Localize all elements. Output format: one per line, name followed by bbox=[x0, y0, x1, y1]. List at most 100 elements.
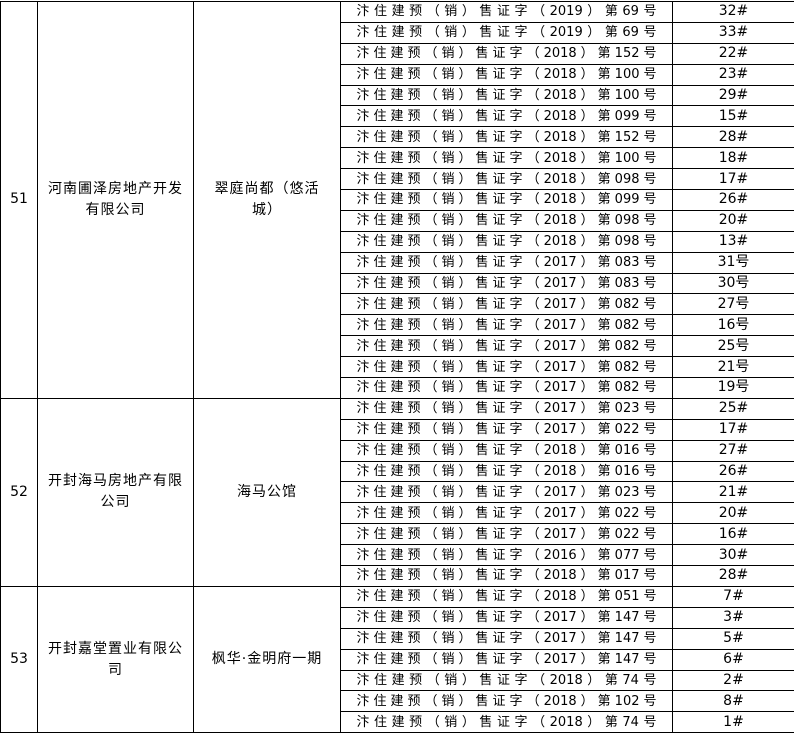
certificate-number: 汴住建预（销）售证字（2017）第022号 bbox=[357, 420, 657, 439]
row-number: 53 bbox=[1, 586, 38, 732]
certificate-number: 汴住建预（销）售证字（2018）第100号 bbox=[357, 86, 657, 105]
building-number: 16# bbox=[673, 524, 794, 545]
building-number: 30# bbox=[673, 545, 794, 566]
building-number: 16号 bbox=[673, 315, 794, 336]
certificate-cell: 汴住建预（销）售证字（2018）第102号 bbox=[341, 691, 673, 712]
building-number: 30号 bbox=[673, 273, 794, 294]
certificate-cell: 汴住建预（销）售证字（2017）第022号 bbox=[341, 524, 673, 545]
certificate-cell: 汴住建预（销）售证字（2018）第098号 bbox=[341, 210, 673, 231]
building-number: 26# bbox=[673, 190, 794, 211]
certificate-cell: 汴住建预（销）售证字（2016）第077号 bbox=[341, 545, 673, 566]
certificate-cell: 汴住建预（销）售证字（2017）第147号 bbox=[341, 649, 673, 670]
building-number: 8# bbox=[673, 691, 794, 712]
building-number: 29# bbox=[673, 85, 794, 106]
building-number: 23# bbox=[673, 64, 794, 85]
certificate-number: 汴住建预（销）售证字（2018）第016号 bbox=[357, 441, 657, 460]
certificate-cell: 汴住建预（销）售证字（2017）第147号 bbox=[341, 628, 673, 649]
certificate-number: 汴住建预（销）售证字（2016）第077号 bbox=[357, 546, 657, 565]
project-name: 翠庭尚都（悠活城） bbox=[194, 2, 341, 399]
building-number: 33# bbox=[673, 22, 794, 43]
certificate-number: 汴住建预（销）售证字（2018）第098号 bbox=[357, 232, 657, 251]
certificate-number: 汴住建预（销）售证字（2017）第023号 bbox=[357, 399, 657, 418]
certificate-number: 汴住建预（销）售证字（2017）第022号 bbox=[357, 525, 657, 544]
building-number: 27# bbox=[673, 440, 794, 461]
building-number: 26# bbox=[673, 461, 794, 482]
certificate-number: 汴住建预（销）售证字（2018）第098号 bbox=[357, 170, 657, 189]
certificate-cell: 汴住建预（销）售证字（2018）第099号 bbox=[341, 106, 673, 127]
certificate-cell: 汴住建预（销）售证字（2018）第017号 bbox=[341, 566, 673, 587]
certificate-number: 汴住建预（销）售证字（2018）第098号 bbox=[357, 211, 657, 230]
certificate-number: 汴住建预（销）售证字（2018）第016号 bbox=[357, 462, 657, 481]
building-number: 21# bbox=[673, 482, 794, 503]
certificate-number: 汴住建预（销）售证字（2017）第147号 bbox=[357, 629, 657, 648]
certificate-cell: 汴住建预（销）售证字（2017）第082号 bbox=[341, 378, 673, 399]
certificate-cell: 汴住建预（销）售证字（2018）第74号 bbox=[341, 670, 673, 691]
certificate-number: 汴住建预（销）售证字（2018）第017号 bbox=[357, 566, 657, 585]
row-number: 52 bbox=[1, 398, 38, 586]
certificate-number: 汴住建预（销）售证字（2018）第152号 bbox=[357, 128, 657, 147]
building-number: 27号 bbox=[673, 294, 794, 315]
building-number: 7# bbox=[673, 586, 794, 607]
certificate-cell: 汴住建预（销）售证字（2019）第69号 bbox=[341, 2, 673, 23]
certificate-cell: 汴住建预（销）售证字（2017）第023号 bbox=[341, 398, 673, 419]
certificate-cell: 汴住建预（销）售证字（2017）第082号 bbox=[341, 294, 673, 315]
building-number: 13# bbox=[673, 231, 794, 252]
certificate-cell: 汴住建预（销）售证字（2018）第016号 bbox=[341, 461, 673, 482]
certificate-number: 汴住建预（销）售证字（2019）第69号 bbox=[357, 2, 657, 21]
certificate-number: 汴住建预（销）售证字（2017）第147号 bbox=[357, 608, 657, 627]
certificate-number: 汴住建预（销）售证字（2017）第083号 bbox=[357, 253, 657, 272]
building-number: 2# bbox=[673, 670, 794, 691]
building-number: 28# bbox=[673, 566, 794, 587]
certificate-cell: 汴住建预（销）售证字（2018）第098号 bbox=[341, 169, 673, 190]
project-name: 枫华·金明府一期 bbox=[194, 586, 341, 732]
building-number: 32# bbox=[673, 2, 794, 23]
certificate-cell: 汴住建预（销）售证字（2017）第082号 bbox=[341, 336, 673, 357]
certificate-cell: 汴住建预（销）售证字（2018）第152号 bbox=[341, 43, 673, 64]
certificate-number: 汴住建预（销）售证字（2017）第022号 bbox=[357, 504, 657, 523]
certificate-number: 汴住建预（销）售证字（2018）第74号 bbox=[357, 713, 657, 732]
building-number: 20# bbox=[673, 503, 794, 524]
project-name: 海马公馆 bbox=[194, 398, 341, 586]
certificate-cell: 汴住建预（销）售证字（2017）第083号 bbox=[341, 252, 673, 273]
building-number: 25# bbox=[673, 398, 794, 419]
certificate-cell: 汴住建预（销）售证字（2018）第74号 bbox=[341, 712, 673, 733]
building-number: 28# bbox=[673, 127, 794, 148]
certificate-number: 汴住建预（销）售证字（2017）第082号 bbox=[357, 378, 657, 397]
certificate-number: 汴住建预（销）售证字（2017）第082号 bbox=[357, 316, 657, 335]
certificate-cell: 汴住建预（销）售证字（2018）第152号 bbox=[341, 127, 673, 148]
certificate-cell: 汴住建预（销）售证字（2017）第022号 bbox=[341, 419, 673, 440]
certificate-cell: 汴住建预（销）售证字（2018）第098号 bbox=[341, 231, 673, 252]
certificate-cell: 汴住建预（销）售证字（2017）第082号 bbox=[341, 357, 673, 378]
building-number: 18# bbox=[673, 148, 794, 169]
building-number: 17# bbox=[673, 419, 794, 440]
certificate-cell: 汴住建预（销）售证字（2019）第69号 bbox=[341, 22, 673, 43]
certificate-number: 汴住建预（销）售证字（2018）第051号 bbox=[357, 587, 657, 606]
certificate-number: 汴住建预（销）售证字（2018）第152号 bbox=[357, 44, 657, 63]
certificate-cell: 汴住建预（销）售证字（2018）第100号 bbox=[341, 85, 673, 106]
certificate-cell: 汴住建预（销）售证字（2017）第147号 bbox=[341, 607, 673, 628]
certificate-cell: 汴住建预（销）售证字（2018）第099号 bbox=[341, 190, 673, 211]
company-name: 河南圃泽房地产开发有限公司 bbox=[38, 2, 194, 399]
certificate-cell: 汴住建预（销）售证字（2018）第100号 bbox=[341, 64, 673, 85]
certificate-cell: 汴住建预（销）售证字（2017）第023号 bbox=[341, 482, 673, 503]
certificate-number: 汴住建预（销）售证字（2017）第082号 bbox=[357, 358, 657, 377]
certificate-number: 汴住建预（销）售证字（2018）第100号 bbox=[357, 65, 657, 84]
building-number: 21号 bbox=[673, 357, 794, 378]
certificate-number: 汴住建预（销）售证字（2017）第082号 bbox=[357, 295, 657, 314]
row-number: 51 bbox=[1, 2, 38, 399]
certificate-number: 汴住建预（销）售证字（2017）第147号 bbox=[357, 650, 657, 669]
certificate-number: 汴住建预（销）售证字（2017）第083号 bbox=[357, 274, 657, 293]
building-number: 6# bbox=[673, 649, 794, 670]
certificate-cell: 汴住建预（销）售证字（2017）第022号 bbox=[341, 503, 673, 524]
certificate-number: 汴住建预（销）售证字（2019）第69号 bbox=[357, 23, 657, 42]
building-number: 1# bbox=[673, 712, 794, 733]
building-number: 20# bbox=[673, 210, 794, 231]
certificate-number: 汴住建预（销）售证字（2018）第100号 bbox=[357, 149, 657, 168]
building-number: 25号 bbox=[673, 336, 794, 357]
certificate-number: 汴住建预（销）售证字（2017）第082号 bbox=[357, 337, 657, 356]
